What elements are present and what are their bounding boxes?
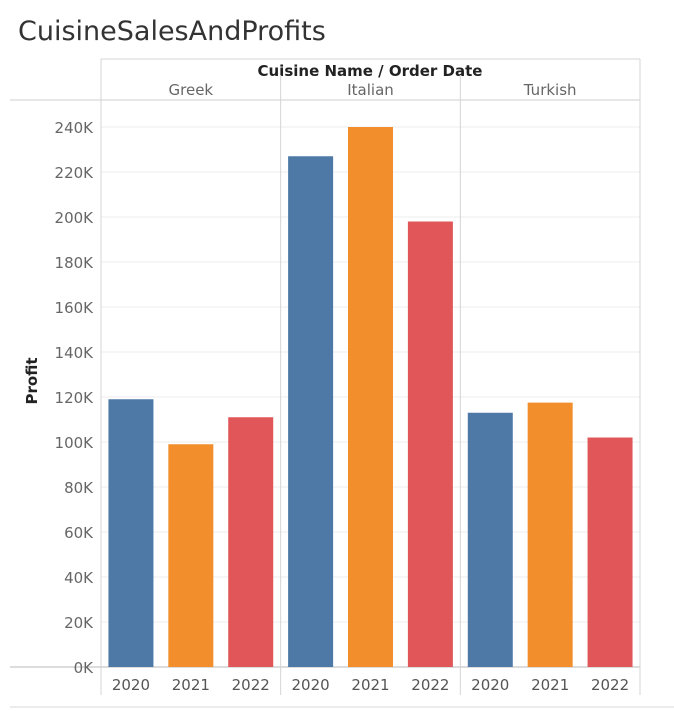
column-header: Cuisine Name / Order Date	[258, 62, 483, 80]
y-tick-label: 80K	[64, 479, 94, 497]
bar-greek-2020	[108, 399, 154, 667]
y-tick-label: 160K	[55, 299, 95, 317]
bar-italian-2021	[348, 127, 393, 667]
y-tick-label: 100K	[55, 434, 95, 452]
x-tick-label: 2022	[411, 676, 449, 694]
x-tick-label: 2020	[471, 676, 509, 694]
y-tick-label: 120K	[55, 389, 95, 407]
bar-greek-2022	[228, 417, 274, 667]
cuisine-header-turkish: Turkish	[523, 81, 577, 99]
x-tick-label: 2021	[172, 676, 210, 694]
x-tick-label: 2021	[531, 676, 569, 694]
bar-turkish-2021	[527, 402, 573, 667]
y-tick-label: 240K	[55, 119, 95, 137]
cuisine-header-italian: Italian	[347, 81, 394, 99]
labels: 0K 20K 40K 60K 80K 100K 120K 140K 160K 180K 200K 22…	[55, 81, 630, 694]
x-tick-label: 2022	[232, 676, 270, 694]
bars	[108, 127, 633, 667]
y-tick-label: 140K	[55, 344, 95, 362]
chart-title: CuisineSalesAndProfits	[18, 16, 326, 47]
y-tick-label: 200K	[55, 209, 95, 227]
y-tick-label: 0K	[74, 659, 95, 677]
x-tick-label: 2020	[292, 676, 330, 694]
y-axis-label: Profit	[23, 358, 41, 405]
cuisine-header-greek: Greek	[169, 81, 214, 99]
bar-italian-2020	[288, 156, 334, 667]
y-tick-label: 20K	[64, 614, 94, 632]
y-tick-label: 40K	[64, 569, 94, 587]
y-tick-label: 180K	[55, 254, 95, 272]
y-tick-label: 220K	[55, 164, 95, 182]
x-tick-label: 2022	[591, 676, 629, 694]
bar-greek-2021	[168, 444, 214, 667]
y-tick-label: 60K	[64, 524, 94, 542]
bar-italian-2022	[407, 221, 453, 667]
x-tick-label: 2021	[351, 676, 389, 694]
x-tick-label: 2020	[112, 676, 150, 694]
bar-turkish-2020	[467, 412, 513, 667]
bar-turkish-2022	[587, 437, 633, 667]
